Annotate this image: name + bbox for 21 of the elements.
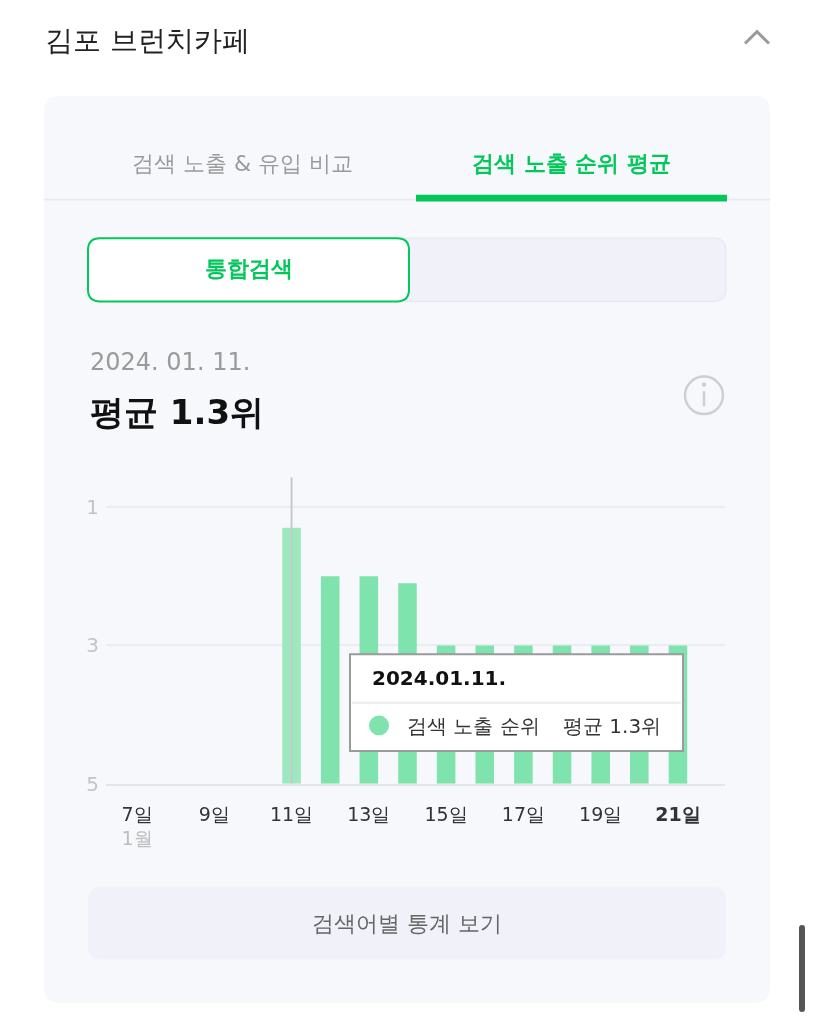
y-tick-label: 1 bbox=[86, 495, 99, 520]
text: 검색 노출 & 유입 비교 bbox=[132, 151, 354, 176]
x-tick-label: 19일 bbox=[579, 802, 623, 825]
y-tick-label: 5 bbox=[86, 771, 99, 796]
legend-label: 검색 노출 순위 bbox=[407, 714, 540, 738]
x-tick-label: 9일 bbox=[198, 802, 230, 825]
y-tick-label: 3 bbox=[86, 633, 99, 658]
text: 평균 1.3위 bbox=[90, 392, 265, 432]
x-tick-label: 17일 bbox=[501, 802, 545, 825]
annotation: 2024.01.11. bbox=[372, 666, 507, 690]
annotation: 평균 1.3위 bbox=[563, 714, 662, 738]
text: 통합검색 bbox=[205, 256, 293, 281]
x-tick-label: 11일 bbox=[269, 802, 314, 825]
x-tick-label: 13일 bbox=[347, 802, 391, 825]
x-tick-label: 7일 1월 bbox=[121, 802, 153, 850]
x-tick-label: 21일 bbox=[655, 802, 701, 825]
chart-title: 김포 브런치카페 bbox=[45, 23, 250, 57]
text: 검색 노출 순위 평균 bbox=[472, 151, 671, 176]
x-tick-label: 15일 bbox=[424, 802, 468, 825]
text: 검색어별 통계 보기 bbox=[312, 911, 502, 936]
text: 2024. 01. 11. bbox=[90, 348, 251, 376]
